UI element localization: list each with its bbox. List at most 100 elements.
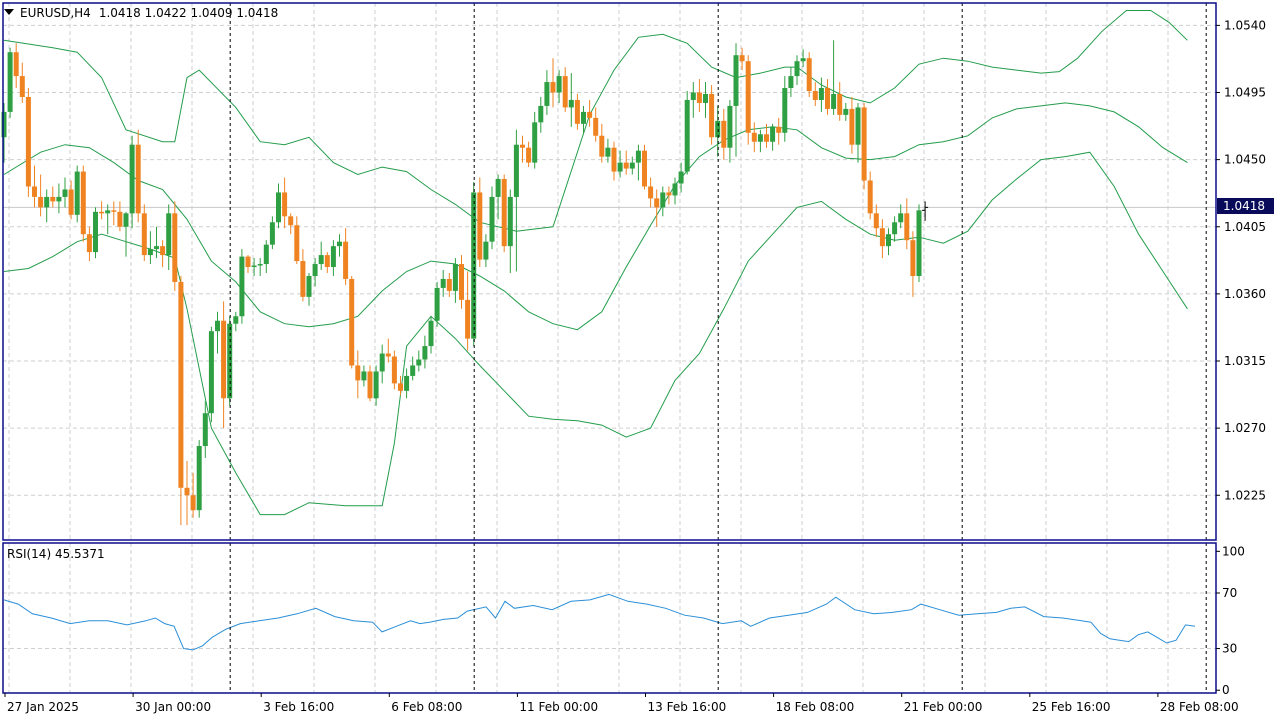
candle[interactable]: [642, 144, 647, 190]
candle[interactable]: [32, 165, 37, 208]
price-axis[interactable]: 1.0225 1.0270 1.0315 1.0360 1.0405 1.0450 1.04…: [1216, 18, 1266, 502]
candle[interactable]: [239, 249, 245, 324]
candle[interactable]: [617, 150, 623, 178]
candle[interactable]: [202, 401, 208, 458]
candle[interactable]: [666, 186, 672, 205]
candle[interactable]: [196, 440, 202, 518]
candle[interactable]: [251, 258, 257, 276]
candle[interactable]: [398, 375, 403, 396]
candle[interactable]: [44, 189, 50, 223]
candle[interactable]: [141, 204, 147, 262]
candle[interactable]: [886, 228, 891, 256]
candle[interactable]: [574, 93, 580, 130]
candle[interactable]: [776, 117, 782, 145]
candle[interactable]: [154, 226, 159, 259]
candle[interactable]: [654, 189, 660, 227]
candle[interactable]: [190, 472, 196, 518]
candle[interactable]: [294, 216, 300, 265]
candle[interactable]: [1, 102, 7, 163]
candle[interactable]: [867, 171, 873, 220]
candle[interactable]: [404, 368, 410, 399]
candle[interactable]: [709, 85, 715, 145]
candle[interactable]: [221, 301, 227, 429]
candle[interactable]: [337, 234, 342, 257]
candle[interactable]: [343, 228, 349, 285]
candle[interactable]: [684, 91, 690, 175]
candle[interactable]: [379, 344, 385, 384]
candle[interactable]: [68, 180, 74, 220]
candle[interactable]: [459, 255, 464, 309]
rsi-axis[interactable]: 0 30 70 100: [1216, 544, 1245, 697]
candle[interactable]: [837, 82, 843, 121]
candle[interactable]: [806, 52, 812, 97]
candle[interactable]: [428, 316, 434, 354]
candle[interactable]: [587, 99, 593, 127]
candle[interactable]: [599, 123, 605, 163]
candle[interactable]: [922, 201, 929, 221]
candle[interactable]: [678, 162, 684, 193]
candle[interactable]: [391, 350, 397, 390]
candle[interactable]: [74, 165, 80, 223]
candle[interactable]: [532, 111, 538, 169]
candle[interactable]: [349, 275, 355, 369]
candle[interactable]: [495, 174, 501, 220]
candle[interactable]: [794, 55, 800, 86]
candle[interactable]: [825, 79, 830, 115]
candle[interactable]: [788, 67, 794, 97]
candle[interactable]: [556, 70, 562, 103]
candle[interactable]: [892, 216, 898, 242]
candle[interactable]: [843, 102, 849, 121]
candle[interactable]: [507, 189, 513, 273]
symbol-dropdown-icon[interactable]: [4, 9, 14, 15]
candle[interactable]: [215, 311, 220, 354]
candle[interactable]: [544, 70, 550, 115]
candle[interactable]: [434, 281, 440, 327]
candle[interactable]: [7, 47, 13, 118]
candle[interactable]: [422, 335, 428, 369]
candle[interactable]: [385, 338, 391, 363]
candle[interactable]: [227, 316, 233, 406]
candle[interactable]: [276, 183, 281, 229]
candle[interactable]: [550, 58, 556, 108]
candle[interactable]: [172, 201, 178, 291]
candle[interactable]: [568, 73, 574, 127]
candle[interactable]: [800, 49, 806, 68]
candle[interactable]: [282, 177, 288, 229]
candle[interactable]: [855, 102, 861, 163]
candle[interactable]: [135, 129, 141, 223]
candle[interactable]: [80, 165, 86, 242]
candle[interactable]: [483, 234, 489, 268]
candle[interactable]: [733, 43, 739, 157]
candle[interactable]: [873, 204, 879, 238]
candle[interactable]: [593, 107, 599, 142]
candle[interactable]: [111, 201, 117, 226]
candle[interactable]: [257, 258, 263, 276]
candle[interactable]: [623, 150, 629, 175]
candle[interactable]: [93, 207, 98, 259]
candle[interactable]: [690, 82, 696, 118]
candle[interactable]: [501, 174, 507, 253]
candle[interactable]: [745, 55, 751, 145]
candle[interactable]: [782, 76, 788, 142]
candle[interactable]: [416, 350, 422, 372]
candle[interactable]: [770, 123, 776, 151]
candle[interactable]: [245, 255, 251, 273]
candle[interactable]: [166, 204, 172, 271]
candle[interactable]: [288, 213, 294, 235]
candle[interactable]: [611, 141, 617, 181]
candle[interactable]: [233, 311, 239, 332]
candle[interactable]: [849, 96, 855, 154]
candle[interactable]: [269, 216, 275, 250]
candle[interactable]: [19, 62, 25, 103]
candle[interactable]: [129, 135, 135, 229]
candle[interactable]: [38, 174, 44, 217]
candle[interactable]: [312, 258, 318, 287]
candle[interactable]: [105, 204, 111, 235]
candle[interactable]: [367, 365, 373, 402]
candle[interactable]: [324, 252, 330, 273]
candle[interactable]: [526, 141, 532, 168]
candle[interactable]: [605, 138, 611, 163]
candle[interactable]: [489, 186, 495, 250]
candle[interactable]: [635, 144, 641, 181]
candle[interactable]: [117, 201, 123, 232]
